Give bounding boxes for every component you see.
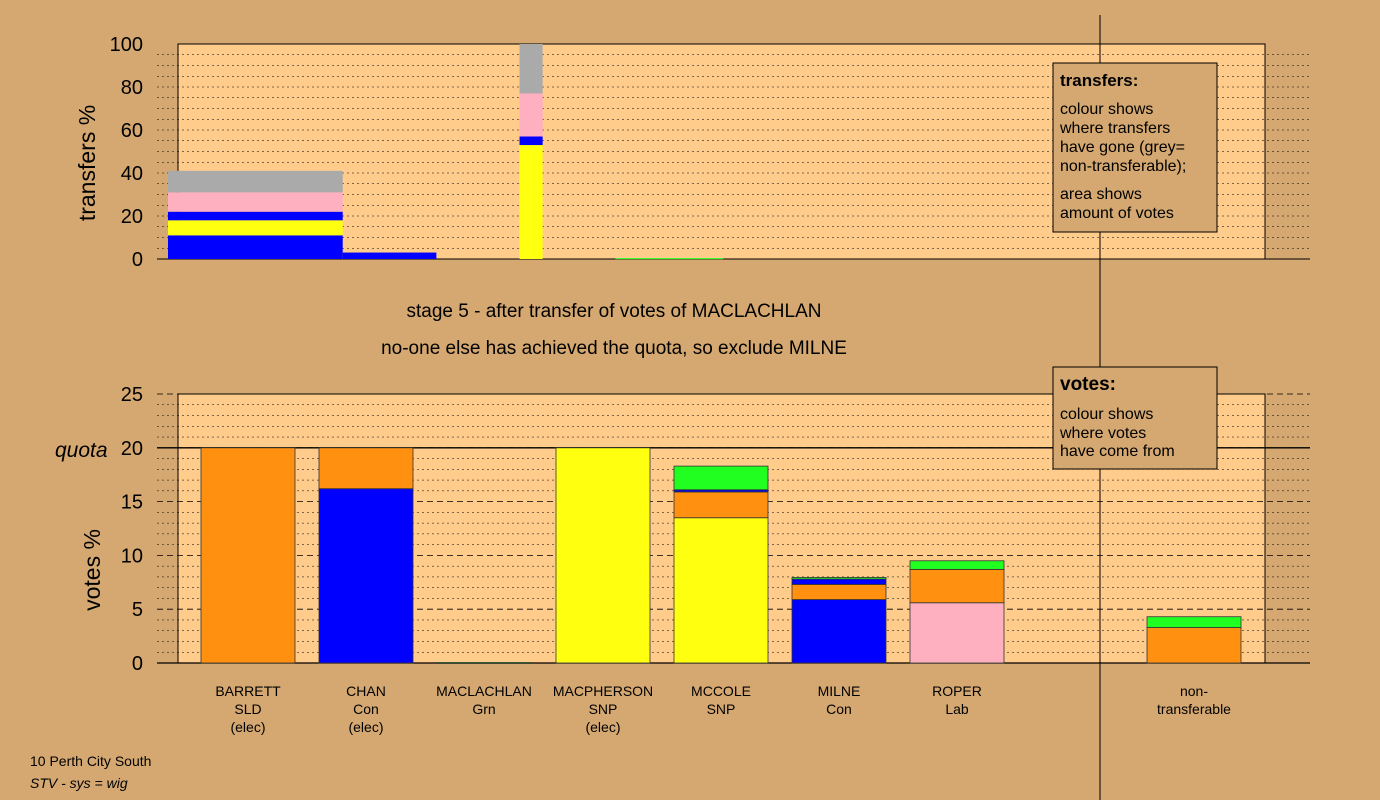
votes-bar-segment-sld	[673, 491, 769, 519]
votes-bar-segment-con	[318, 488, 414, 664]
transfers-y-ticks: 0 20 40 60 80 100	[110, 34, 143, 271]
stage-decision: no-one else has achieved the quota, so e…	[381, 338, 847, 359]
transfers-bar-segment-con	[168, 235, 343, 259]
votes-legend-title: votes:	[1060, 374, 1116, 395]
transfers-legend-line: area shows	[1060, 186, 1142, 203]
transfers-tick-label: 100	[110, 34, 143, 56]
votes-bar-segment-sld	[1146, 627, 1242, 664]
candidate-label: CHAN	[346, 683, 386, 699]
candidate-label: BARRETT	[215, 683, 281, 699]
candidate-label: (elec)	[230, 719, 265, 735]
transfers-legend: transfers: colour shows where transfers …	[1052, 62, 1218, 233]
transfers-tick-label: 60	[121, 120, 143, 142]
transfers-y-axis-title: transfers %	[74, 105, 100, 221]
candidate-label: ROPER	[932, 683, 982, 699]
votes-bars	[200, 447, 1242, 664]
votes-tick-label: 10	[121, 545, 143, 567]
transfers-tick-label: 80	[121, 77, 143, 99]
votes-bar-segment-sld	[791, 584, 887, 600]
transfers-bar-segment-con	[342, 252, 437, 259]
votes-bar-segment-con	[791, 578, 887, 585]
transfers-legend-line: where transfers	[1059, 120, 1170, 137]
transfers-tick-label: 40	[121, 163, 143, 185]
candidate-label: SNP	[589, 701, 618, 717]
votes-legend-box	[1052, 366, 1218, 470]
votes-y-ticks: 0 5 10 15 20 25	[121, 384, 143, 675]
transfers-bar-segment-con	[519, 136, 543, 146]
candidate-label: MILNE	[818, 683, 861, 699]
votes-bar-segment-grn	[673, 465, 769, 491]
candidate-label: SNP	[707, 701, 736, 717]
transfers-bar-segment-con	[168, 211, 343, 221]
transfers-tick-label: 0	[132, 249, 143, 271]
votes-bar-segment-snp	[673, 517, 769, 664]
votes-tick-label: 25	[121, 384, 143, 406]
candidate-label: MCCOLE	[691, 683, 751, 699]
transfers-tick-label: 20	[121, 206, 143, 228]
transfers-legend-title: transfers:	[1060, 71, 1138, 90]
transfers-legend-line: amount of votes	[1060, 205, 1174, 222]
transfers-bar-segment-nontransferable	[168, 170, 343, 193]
candidate-label: non-	[1180, 683, 1208, 699]
transfers-legend-line: colour shows	[1060, 101, 1153, 118]
candidate-label: Lab	[945, 701, 969, 717]
candidate-label: (elec)	[585, 719, 620, 735]
candidate-label: (elec)	[348, 719, 383, 735]
candidate-labels: BARRETT SLD (elec) CHAN Con (elec) MACLACHLAN G…	[215, 683, 1231, 735]
votes-bar-segment-snp	[555, 447, 651, 664]
candidate-label: transferable	[1157, 701, 1231, 717]
candidate-label: MACPHERSON	[553, 683, 653, 699]
votes-y-axis-title: votes %	[79, 529, 105, 611]
candidate-label: Grn	[472, 701, 495, 717]
votes-bar-segment-sld	[200, 447, 296, 664]
votes-legend-line: colour shows	[1060, 406, 1153, 423]
stage-description: stage 5 - after transfer of votes of MAC…	[406, 301, 821, 322]
transfers-bar-segment-lab	[168, 192, 343, 212]
votes-legend: votes: colour shows where votes have com…	[1052, 366, 1218, 470]
transfers-legend-line: have gone (grey=	[1060, 139, 1185, 156]
transfers-bar-segment-nontransferable	[519, 44, 543, 94]
candidate-label: Con	[353, 701, 379, 717]
transfers-bar-segment-lab	[519, 93, 543, 137]
votes-tick-label: 20	[121, 438, 143, 460]
candidate-label: MACLACHLAN	[436, 683, 532, 699]
votes-bar-segment-grn	[791, 577, 887, 580]
votes-tick-label: 0	[132, 653, 143, 675]
transfers-bar-segment-snp	[168, 220, 343, 236]
votes-tick-label: 5	[132, 599, 143, 621]
votes-tick-label: 15	[121, 492, 143, 514]
votes-legend-line: where votes	[1059, 425, 1146, 442]
candidate-label: Con	[826, 701, 852, 717]
votes-bar-segment-lab	[909, 602, 1005, 664]
candidate-label: SLD	[234, 701, 261, 717]
votes-bar-segment-sld	[909, 568, 1005, 604]
transfers-legend-box	[1052, 62, 1218, 233]
system-label: STV - sys = wig	[30, 775, 128, 791]
votes-bar-segment-sld	[318, 447, 414, 490]
votes-bar-segment-grn	[436, 662, 532, 664]
constituency-label: 10 Perth City South	[30, 753, 151, 769]
votes-legend-line: have come from	[1060, 443, 1175, 460]
quota-label: quota	[55, 439, 108, 462]
votes-bar-segment-grn	[1146, 616, 1242, 628]
votes-bar-segment-con	[791, 599, 887, 664]
transfers-bar-segment-snp	[519, 145, 543, 259]
transfers-bars	[168, 44, 724, 260]
votes-bar-segment-grn	[909, 560, 1005, 570]
transfers-legend-line: non-transferable);	[1060, 158, 1186, 175]
transfers-bar-segment-grn	[615, 258, 724, 260]
